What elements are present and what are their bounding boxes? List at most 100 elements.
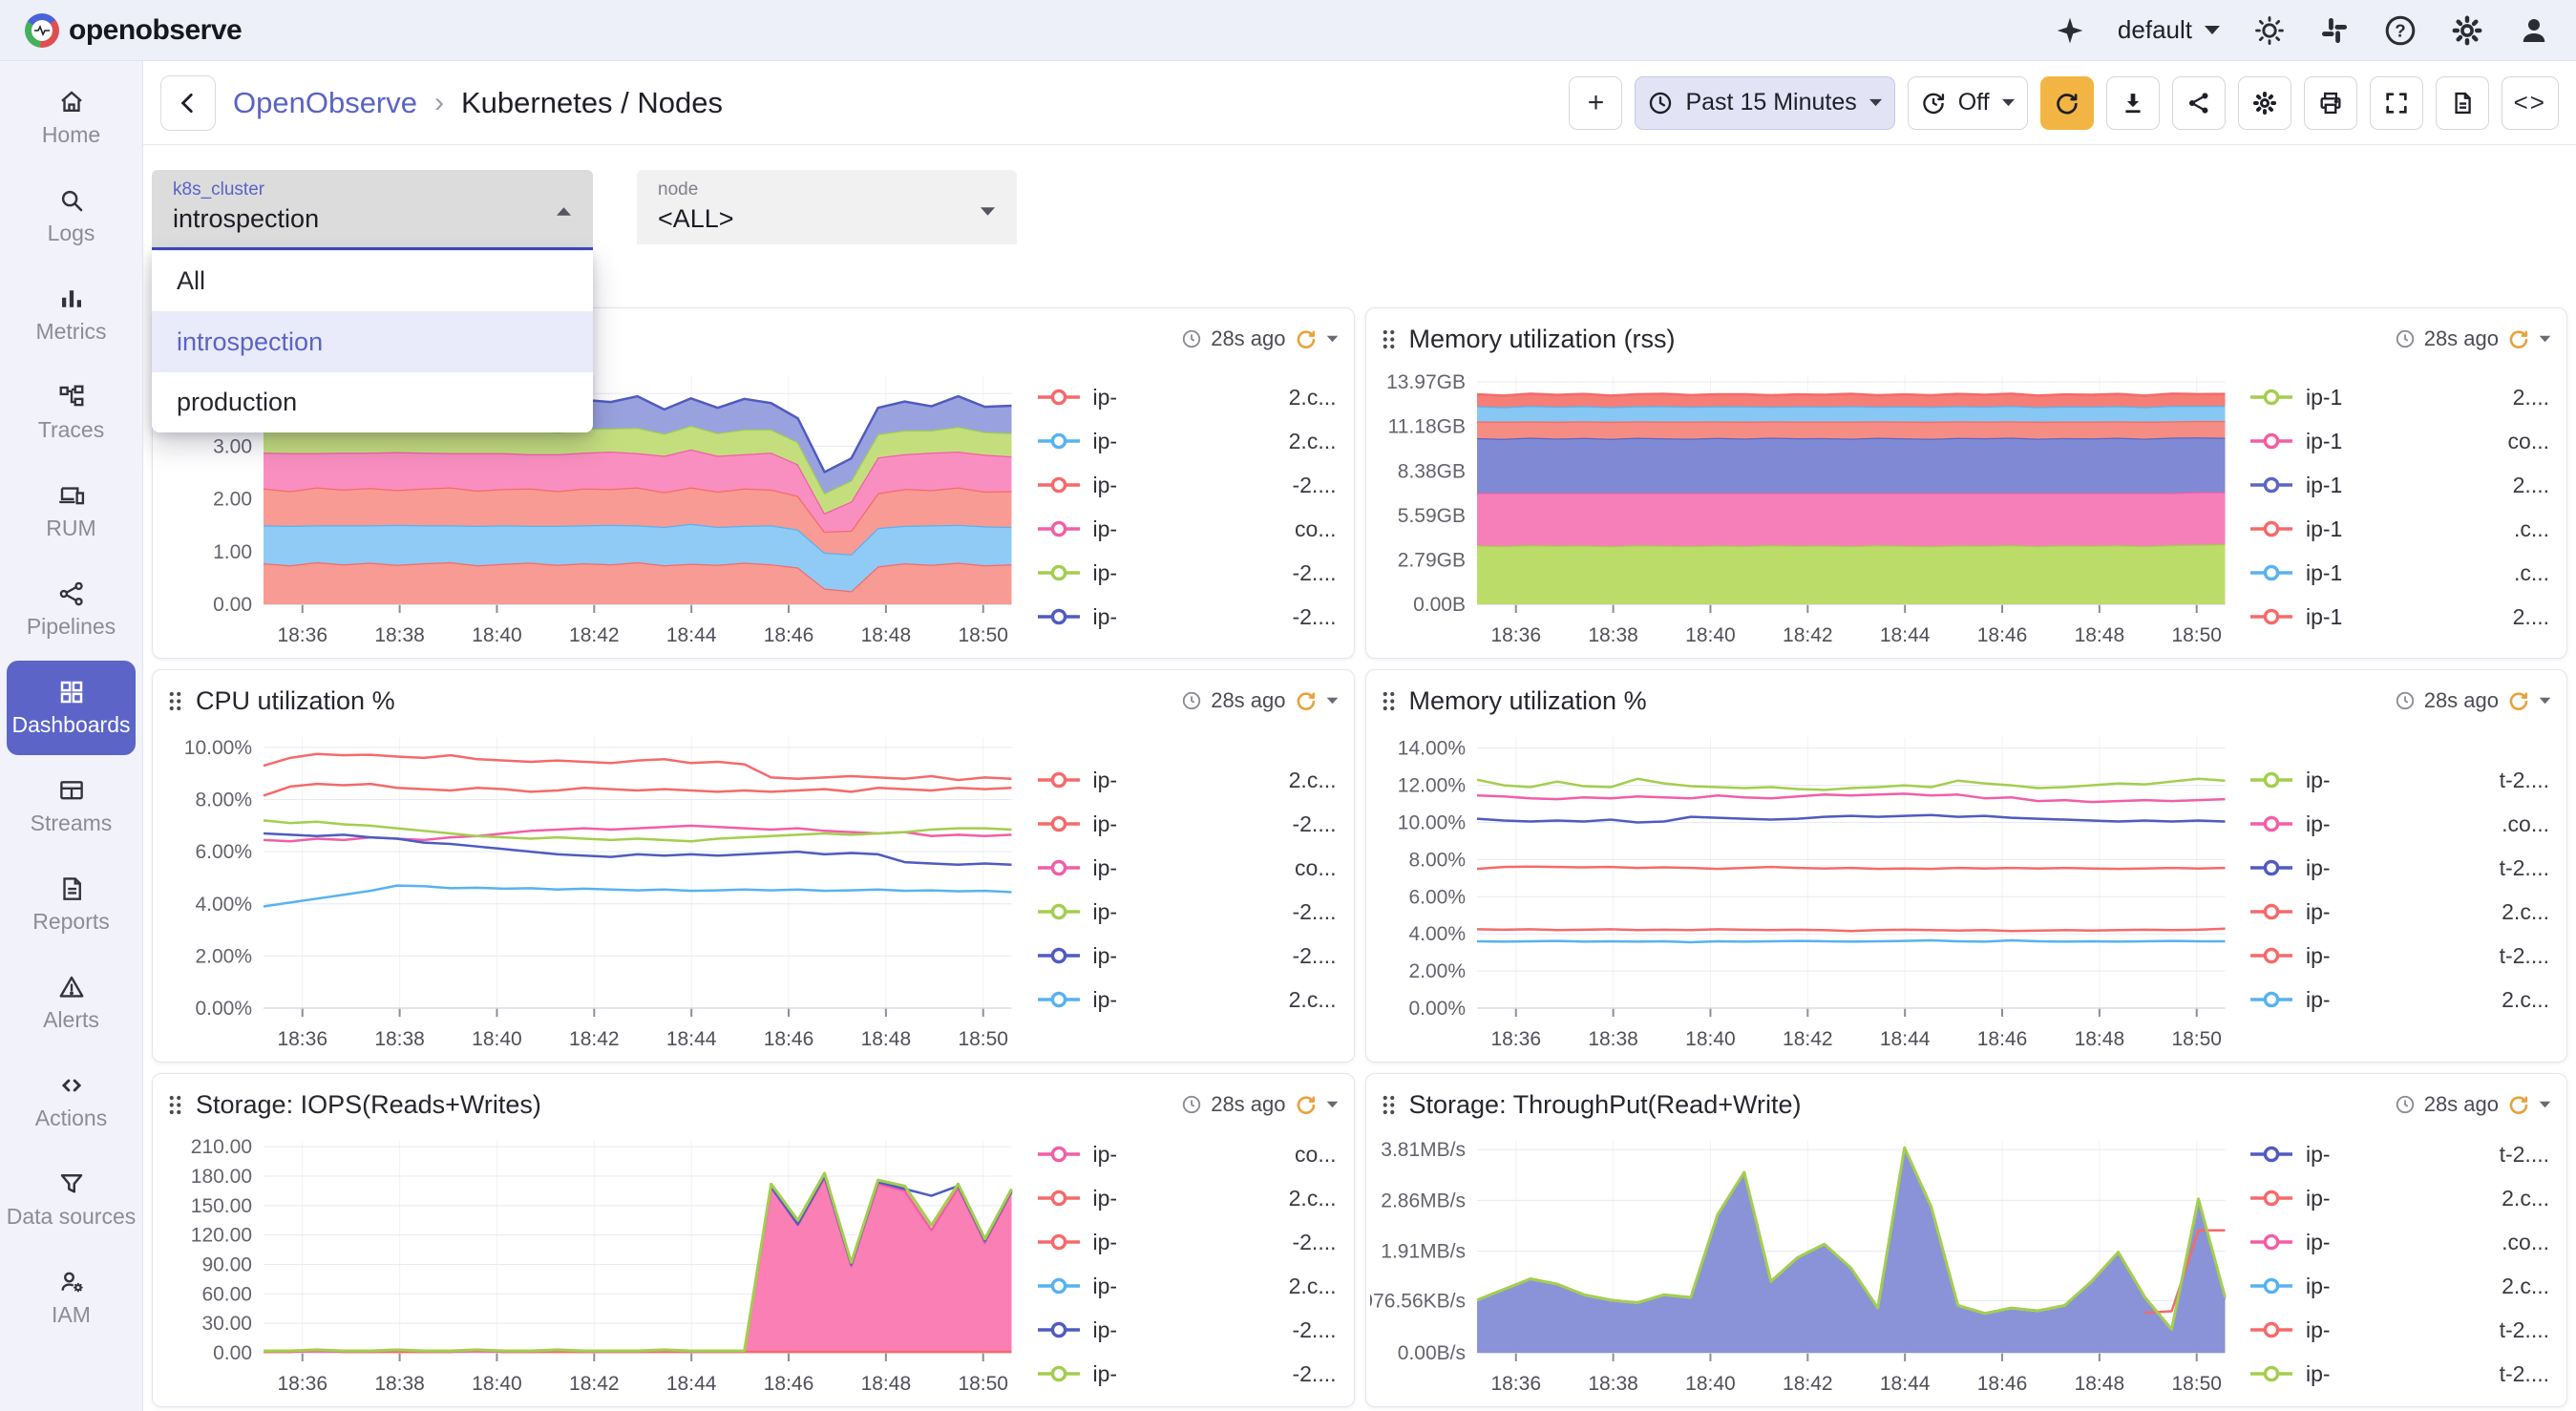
panel-refresh-icon[interactable] — [1295, 689, 1318, 712]
panel-menu-caret-icon[interactable] — [2539, 697, 2551, 705]
panel-menu-caret-icon[interactable] — [2539, 1101, 2551, 1108]
legend-item[interactable]: ip-2.c... — [1037, 1186, 1337, 1211]
legend-item[interactable]: ip-2.c... — [1037, 385, 1337, 411]
sidebar-item-reports[interactable]: Reports — [0, 855, 142, 954]
legend-item[interactable]: ip-2.c... — [2249, 1274, 2549, 1299]
legend-series-marker-icon — [1037, 1190, 1081, 1207]
help-icon[interactable]: ? — [2383, 13, 2418, 48]
chart-memory-percent[interactable]: 18:3618:3818:4018:4218:4418:4618:4818:50… — [1370, 724, 2241, 1056]
panel-refresh-icon[interactable] — [2507, 1093, 2530, 1116]
print-button[interactable] — [2304, 76, 2357, 130]
menu-option-all[interactable]: All — [152, 251, 593, 311]
slack-icon[interactable] — [2318, 14, 2351, 47]
legend-item[interactable]: ip-co... — [1037, 1142, 1337, 1168]
ai-sparkle-icon[interactable] — [2055, 15, 2085, 46]
legend-item[interactable]: ip--2.... — [1037, 811, 1337, 837]
legend-item[interactable]: ip-t-2.... — [2249, 1142, 2549, 1168]
legend-item[interactable]: ip-1.c... — [2249, 516, 2549, 542]
node-variable-select[interactable]: node <ALL> — [637, 170, 1017, 244]
legend-item[interactable]: ip-co... — [1037, 516, 1337, 542]
chart-cpu-percent[interactable]: 18:3618:3818:4018:4218:4418:4618:4818:50… — [157, 724, 1027, 1056]
chart-memory-rss[interactable]: 18:3618:3818:4018:4218:4418:4618:4818:50… — [1370, 362, 2241, 652]
panel-refresh-icon[interactable] — [2507, 689, 2530, 712]
legend-item[interactable]: ip-co... — [1037, 855, 1337, 881]
sidebar-item-dashboards[interactable]: Dashboards — [7, 661, 136, 755]
legend-item[interactable]: ip--2.... — [1037, 1230, 1337, 1255]
legend-item[interactable]: ip-1.c... — [2249, 560, 2549, 586]
chart-storage-iops[interactable]: 18:3618:3818:4018:4218:4418:4618:4818:50… — [157, 1127, 1027, 1400]
svg-text:180.00: 180.00 — [191, 1166, 252, 1188]
sidebar-item-metrics[interactable]: Metrics — [0, 265, 142, 364]
time-range-button[interactable]: Past 15 Minutes — [1635, 76, 1894, 130]
dashboard-settings-button[interactable] — [2238, 76, 2291, 130]
legend-item[interactable]: ip--2.... — [1037, 1361, 1337, 1387]
code-view-button[interactable]: <> — [2502, 76, 2559, 130]
sidebar-item-data-sources[interactable]: Data sources — [0, 1150, 142, 1249]
sidebar-item-logs[interactable]: Logs — [0, 167, 142, 265]
legend-item[interactable]: ip-t-2.... — [2249, 1317, 2549, 1343]
sidebar-item-home[interactable]: Home — [0, 69, 142, 167]
legend-item[interactable]: ip-t-2.... — [2249, 943, 2549, 969]
download-button[interactable] — [2106, 76, 2160, 130]
cluster-variable-select[interactable]: k8s_cluster introspection — [152, 170, 593, 250]
legend-item[interactable]: ip-12.... — [2249, 385, 2549, 411]
sidebar-item-alerts[interactable]: Alerts — [0, 954, 142, 1052]
legend-item[interactable]: ip-1co... — [2249, 429, 2549, 454]
refresh-dashboard-button[interactable] — [2040, 76, 2094, 130]
menu-option-introspection[interactable]: introspection — [152, 312, 593, 372]
sidebar-item-iam[interactable]: IAM — [0, 1249, 142, 1347]
back-button[interactable] — [160, 75, 216, 131]
fullscreen-button[interactable] — [2370, 76, 2423, 130]
breadcrumb-dashboards-link[interactable]: OpenObserve — [233, 86, 417, 120]
sidebar-item-rum[interactable]: RUM — [0, 462, 142, 560]
workspace-selector[interactable]: default — [2118, 15, 2221, 45]
add-panel-button[interactable]: + — [1569, 76, 1622, 130]
legend-item[interactable]: ip-.co... — [2249, 1230, 2549, 1255]
legend-item[interactable]: ip-2.c... — [2249, 1186, 2549, 1211]
share-button[interactable] — [2172, 76, 2226, 130]
legend-series-marker-icon — [2249, 903, 2293, 920]
legend-item[interactable]: ip-2.c... — [1037, 987, 1337, 1013]
legend-item[interactable]: ip--2.... — [1037, 473, 1337, 498]
legend-item[interactable]: ip-t-2.... — [2249, 1361, 2549, 1387]
legend-item[interactable]: ip-2.c... — [1037, 768, 1337, 793]
legend-item[interactable]: ip-12.... — [2249, 604, 2549, 630]
panel-menu-caret-icon[interactable] — [2539, 335, 2551, 343]
brand-text: openobserve — [69, 14, 242, 47]
panel-refresh-icon[interactable] — [1295, 327, 1318, 350]
legend-item[interactable]: ip--2.... — [1037, 560, 1337, 586]
sidebar-item-streams[interactable]: Streams — [0, 757, 142, 855]
panel-refresh-icon[interactable] — [1295, 1093, 1318, 1116]
panel-refresh-icon[interactable] — [2507, 327, 2530, 350]
account-icon[interactable] — [2517, 13, 2551, 48]
legend-item[interactable]: ip--2.... — [1037, 1317, 1337, 1343]
legend-item[interactable]: ip-2.c... — [2249, 899, 2549, 925]
sidebar-item-pipelines[interactable]: Pipelines — [0, 560, 142, 659]
sidebar-item-traces[interactable]: Traces — [0, 364, 142, 462]
drag-handle-icon[interactable] — [168, 691, 182, 711]
panel-menu-caret-icon[interactable] — [1326, 697, 1339, 705]
legend-item[interactable]: ip-2.c... — [2249, 987, 2549, 1013]
sidebar-item-actions[interactable]: Actions — [0, 1052, 142, 1150]
legend-item[interactable]: ip-t-2.... — [2249, 768, 2549, 793]
legend-item[interactable]: ip-2.c... — [1037, 429, 1337, 454]
legend-item[interactable]: ip--2.... — [1037, 604, 1337, 630]
theme-icon[interactable] — [2253, 14, 2286, 47]
legend-item[interactable]: ip-2.c... — [1037, 1274, 1337, 1299]
auto-refresh-interval-button[interactable]: Off — [1908, 76, 2028, 130]
drag-handle-icon[interactable] — [168, 1095, 182, 1115]
legend-item[interactable]: ip--2.... — [1037, 899, 1337, 925]
panel-menu-caret-icon[interactable] — [1326, 335, 1339, 343]
legend-item[interactable]: ip--2.... — [1037, 943, 1337, 969]
drag-handle-icon[interactable] — [1382, 329, 1396, 349]
legend-item[interactable]: ip-t-2.... — [2249, 855, 2549, 881]
settings-gear-icon[interactable] — [2450, 13, 2484, 48]
legend-item[interactable]: ip-.co... — [2249, 811, 2549, 837]
menu-option-production[interactable]: production — [152, 372, 593, 432]
legend-item[interactable]: ip-12.... — [2249, 473, 2549, 498]
drag-handle-icon[interactable] — [1382, 691, 1396, 711]
panel-menu-caret-icon[interactable] — [1326, 1101, 1339, 1108]
chart-storage-throughput[interactable]: 18:3618:3818:4018:4218:4418:4618:4818:50… — [1370, 1127, 2241, 1400]
export-json-button[interactable] — [2436, 76, 2489, 130]
drag-handle-icon[interactable] — [1382, 1095, 1396, 1115]
